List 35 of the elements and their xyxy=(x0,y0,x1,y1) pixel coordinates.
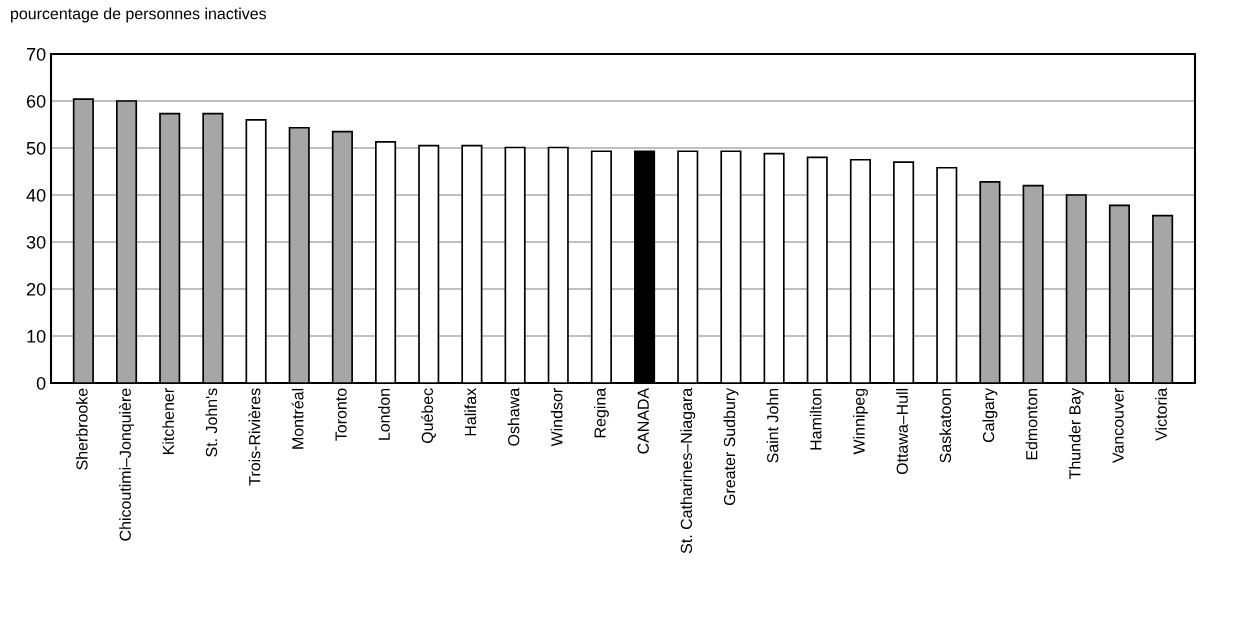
x-tick-label: St. John's xyxy=(205,388,218,457)
chart-subtitle: pourcentage de personnes inactives xyxy=(11,7,267,23)
y-tick-label: 0 xyxy=(36,376,46,390)
x-tick-label: Victoria xyxy=(1155,387,1167,441)
x-tick-label: Trois-Rivières xyxy=(248,388,261,486)
x-tick-label: London xyxy=(378,388,390,440)
x-tick-label: Saint John xyxy=(766,388,779,463)
x-tick-label: Edmonton xyxy=(1025,388,1038,460)
x-tick-label: Windsor xyxy=(550,388,563,447)
x-tick-label: Oshawa xyxy=(507,387,520,446)
x-tick-label: St. Catharines–Niagara xyxy=(680,387,696,554)
x-tick-label: Montréal xyxy=(291,388,304,449)
y-tick-label: 30 xyxy=(26,235,46,249)
x-tick-label: Ottawa–Hull xyxy=(896,388,908,475)
y-tick-label: 10 xyxy=(27,329,46,343)
x-tick-label: Halifax xyxy=(464,388,477,436)
x-tick-label: Calgary xyxy=(982,387,998,443)
x-tick-label: Regina xyxy=(593,387,609,438)
x-tick-label: Vancouver xyxy=(1112,388,1124,463)
y-tick-label: 40 xyxy=(26,188,46,202)
x-tick-label: Chicoutimi–Jonquière xyxy=(119,388,135,541)
x-tick-label: Winnipeg xyxy=(852,388,868,455)
x-tick-label: Thunder Bay xyxy=(1068,387,1084,479)
x-tick-label: Greater Sudbury xyxy=(723,387,739,506)
x-tick-label: Kitchener xyxy=(162,388,174,455)
y-tick-label: 70 xyxy=(26,47,46,61)
y-tick-label: 20 xyxy=(26,282,46,296)
x-tick-label: Saskatoon xyxy=(939,388,952,463)
x-tick-label: Sherbrooke xyxy=(75,388,88,470)
y-tick-label: 50 xyxy=(26,141,46,155)
x-tick-label: Toronto xyxy=(335,388,347,441)
x-tick-label: CANADA xyxy=(637,387,649,454)
x-tick-label: Québec xyxy=(421,388,436,444)
x-tick-label: Hamilton xyxy=(809,388,822,450)
y-tick-label: 60 xyxy=(26,94,46,108)
